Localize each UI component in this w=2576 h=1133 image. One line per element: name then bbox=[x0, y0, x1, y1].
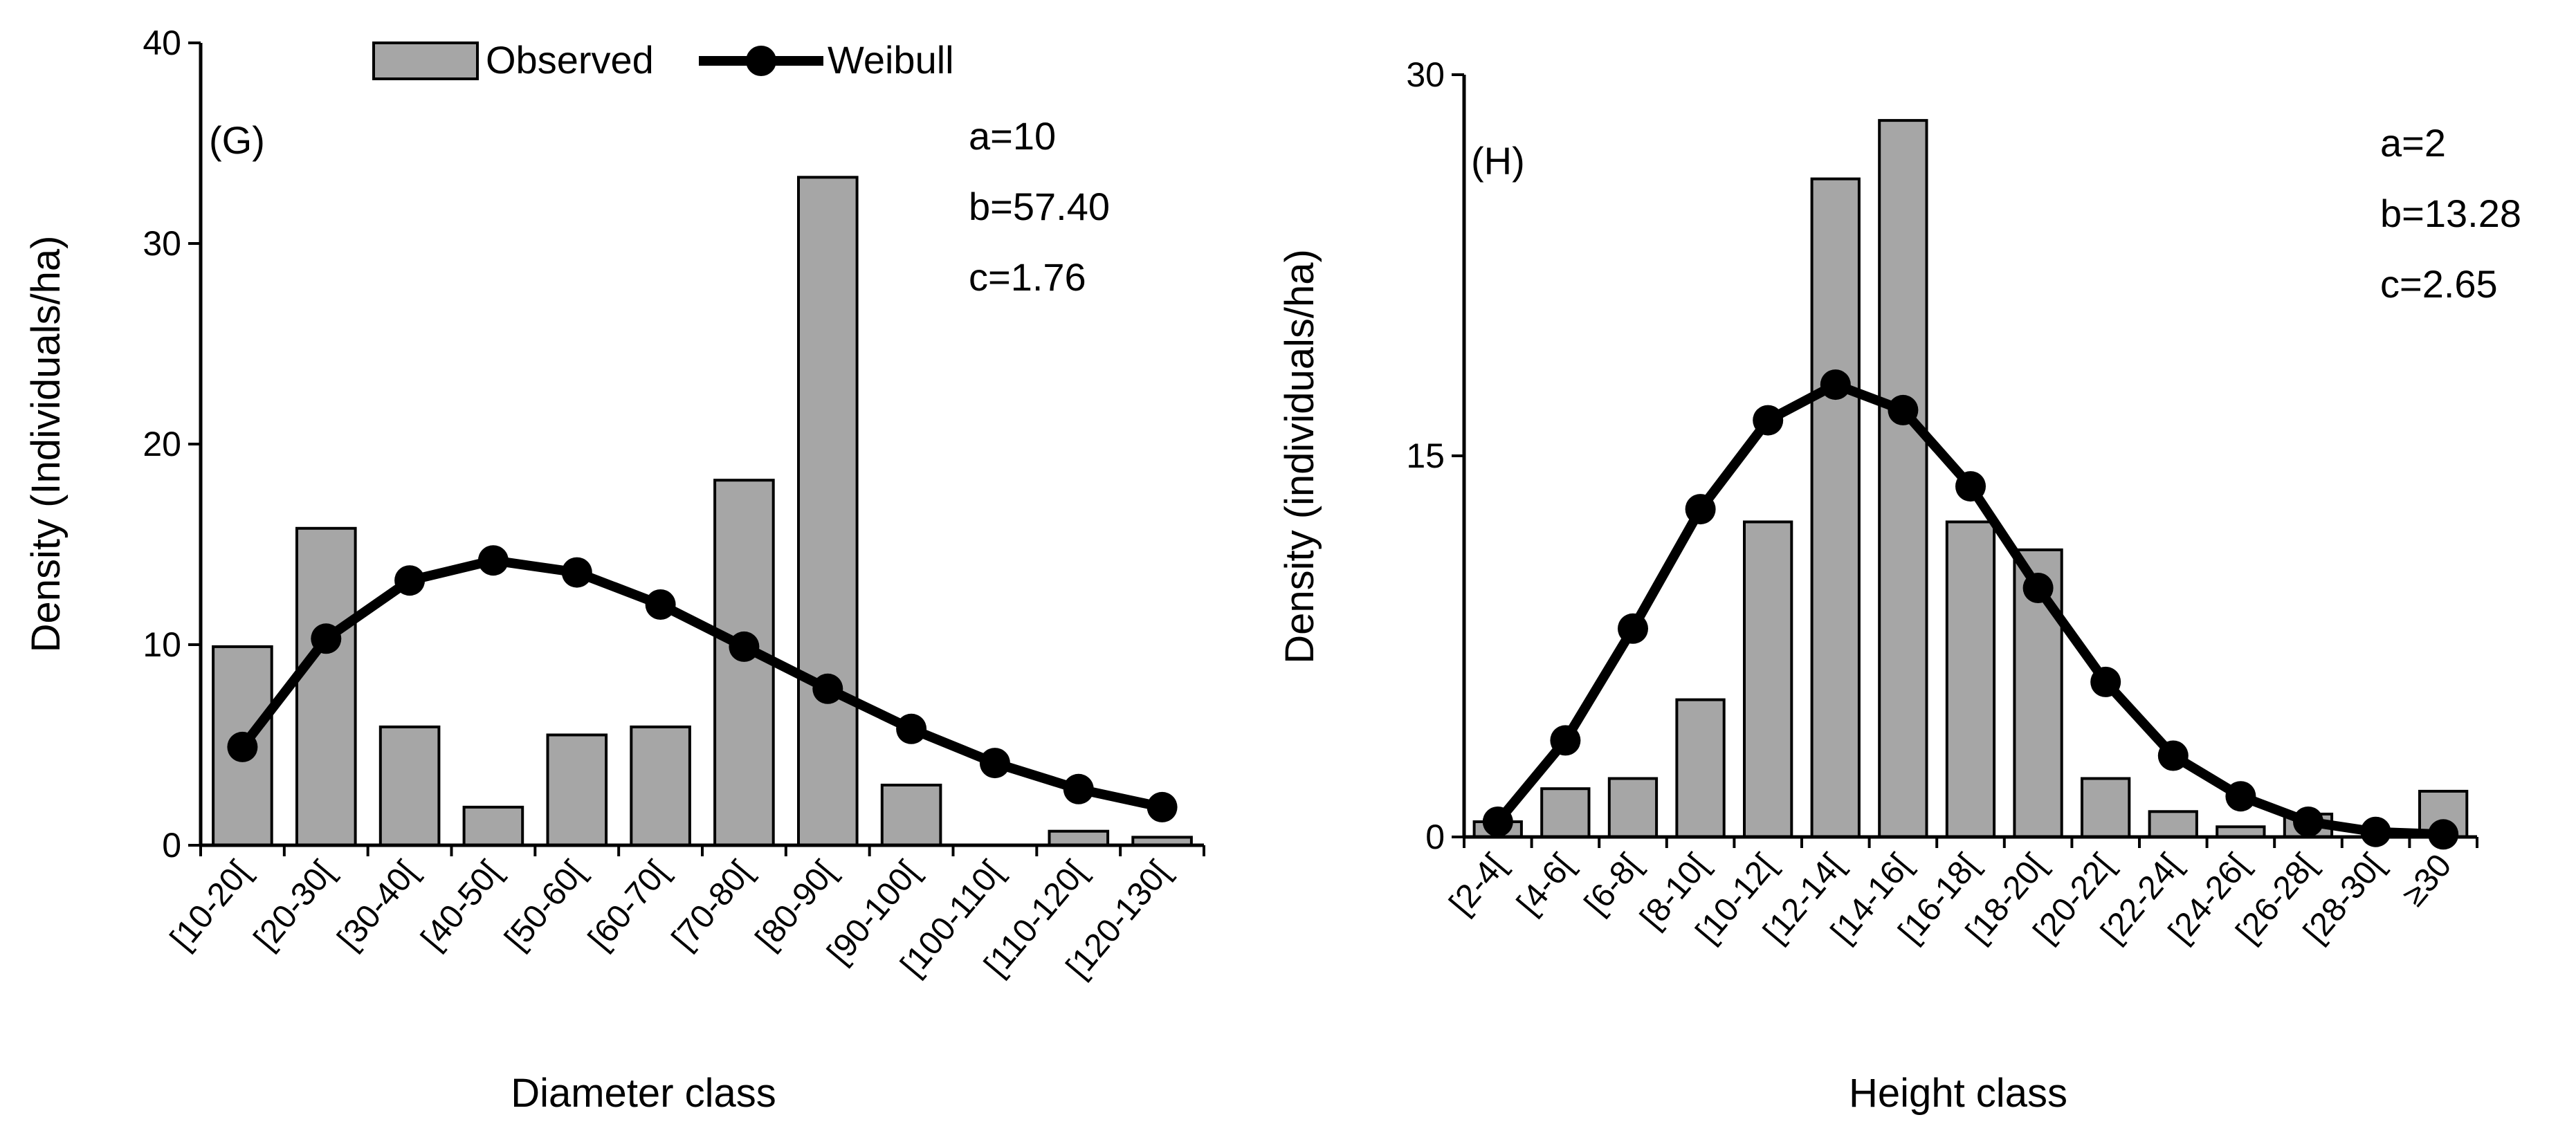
bar-[70-80[ bbox=[713, 479, 775, 847]
x-tick-label-[2-4[: [2-4[ bbox=[1443, 847, 1513, 922]
x-tick-label-[20-30[: [20-30[ bbox=[247, 854, 342, 957]
bar-[10-12[ bbox=[1743, 520, 1793, 838]
weibull-point-[24-26[ bbox=[2225, 781, 2256, 812]
weibull-point-[26-28[ bbox=[2293, 807, 2323, 837]
bar-[30-40[ bbox=[378, 725, 441, 847]
weibull-point-[30-40[ bbox=[394, 565, 426, 596]
weibull-point-[10-12[ bbox=[1753, 405, 1784, 436]
y-tick-label: 15 bbox=[1406, 436, 1445, 475]
panel-g-y-ticks: 0 10 20 30 40 bbox=[143, 24, 201, 865]
weibull-point-[8-10[ bbox=[1685, 494, 1716, 525]
y-tick-label: 40 bbox=[143, 24, 181, 62]
weibull-point-[12-14[ bbox=[1820, 369, 1851, 400]
weibull-point-≥30 bbox=[2428, 819, 2459, 850]
weibull-point-[16-18[ bbox=[1955, 471, 1986, 502]
y-tick-label: 30 bbox=[143, 224, 181, 263]
weibull-point-[4-6[ bbox=[1550, 725, 1581, 756]
weibull-point-[20-22[ bbox=[2090, 666, 2121, 697]
weibull-point-[90-100[ bbox=[896, 713, 927, 744]
x-tick-label-[4-6[: [4-6[ bbox=[1510, 847, 1580, 922]
panel-g-y-axis-title: Density (Individuals/ha) bbox=[24, 236, 68, 653]
x-tick-label-[60-70[: [60-70[ bbox=[581, 854, 676, 957]
legend-observed-swatch bbox=[372, 42, 479, 80]
panel-g-param-a: a=10 bbox=[969, 114, 1056, 158]
y-tick-label: 0 bbox=[162, 826, 181, 865]
legend-observed-label: Observed bbox=[486, 38, 654, 82]
weibull-point-[50-60[ bbox=[561, 557, 592, 588]
bar-[6-8[ bbox=[1607, 777, 1659, 838]
panel-h-x-axis-title: Height class bbox=[1849, 1071, 2067, 1116]
panel-h-label: (H) bbox=[1471, 139, 1525, 183]
x-tick-label-≥30: ≥30 bbox=[2395, 847, 2459, 913]
panel-h-x-ticks: [2-4[[4-6[[6-8[[8-10[[10-12[[12-14[[14-1… bbox=[1443, 837, 2478, 950]
bar-[110-120[ bbox=[1048, 829, 1110, 847]
bar-[14-16[ bbox=[1878, 119, 1928, 839]
panel-g-param-b: b=57.40 bbox=[969, 185, 1110, 228]
bar-[12-14[ bbox=[1810, 177, 1861, 839]
x-tick-label-[10-20[: [10-20[ bbox=[163, 854, 258, 957]
weibull-point-[100-110[ bbox=[979, 748, 1010, 779]
weibull-point-[20-30[ bbox=[311, 623, 342, 654]
y-tick-label: 20 bbox=[143, 425, 181, 463]
weibull-point-[28-30[ bbox=[2360, 816, 2391, 847]
panel-g-param-c: c=1.76 bbox=[969, 255, 1086, 299]
panel-h-param-c: c=2.65 bbox=[2380, 262, 2498, 306]
y-tick-label: 30 bbox=[1406, 55, 1445, 94]
panel-g-x-axis-title: Diameter class bbox=[511, 1071, 776, 1116]
chart-panel-g: 0 10 20 30 40 [10-20[[20-30[[30-40[[40-50[[5… bbox=[24, 24, 1205, 1116]
bar-[16-18[ bbox=[1945, 520, 1996, 838]
panel-g-label: (G) bbox=[209, 118, 265, 162]
panel-h-param-b: b=13.28 bbox=[2380, 192, 2521, 235]
weibull-point-[60-70[ bbox=[645, 589, 676, 620]
bar-[50-60[ bbox=[546, 733, 608, 847]
panel-g-bars bbox=[212, 176, 1193, 847]
legend: Observed Weibull bbox=[372, 38, 954, 82]
legend-weibull-marker bbox=[746, 46, 776, 76]
bar-[20-30[ bbox=[295, 526, 357, 847]
weibull-point-[110-120[ bbox=[1063, 773, 1094, 804]
panel-h-param-a: a=2 bbox=[2380, 121, 2446, 165]
bar-[90-100[ bbox=[880, 784, 942, 847]
y-tick-label: 10 bbox=[143, 625, 181, 664]
panel-h-weibull-markers bbox=[1482, 369, 2459, 850]
weibull-point-[120-130[ bbox=[1147, 791, 1178, 822]
panel-g-weibull-markers bbox=[227, 545, 1178, 822]
weibull-point-[70-80[ bbox=[729, 631, 760, 662]
bar-[40-50[ bbox=[462, 805, 524, 847]
bar-[8-10[ bbox=[1675, 698, 1726, 838]
weibull-point-[2-4[ bbox=[1482, 807, 1513, 837]
weibull-point-[40-50[ bbox=[477, 545, 509, 576]
x-tick-label-[70-80[: [70-80[ bbox=[665, 854, 760, 957]
y-tick-label: 0 bbox=[1425, 818, 1445, 856]
chart-panel-h: 0 15 30 [2-4[[4-6[[6-8[[8-10[[10-12[[12-14… bbox=[1277, 55, 2521, 1116]
panel-g-x-ticks: [10-20[[20-30[[30-40[[40-50[[50-60[[60-7… bbox=[163, 845, 1205, 985]
weibull-point-[14-16[ bbox=[1888, 394, 1919, 425]
panel-h-bars bbox=[1472, 119, 2469, 839]
bar-[4-6[ bbox=[1540, 787, 1591, 838]
bar-[80-90[ bbox=[797, 176, 859, 847]
x-tick-label-[40-50[: [40-50[ bbox=[414, 854, 509, 957]
panel-h-y-ticks: 0 15 30 bbox=[1406, 55, 1464, 856]
weibull-point-[6-8[ bbox=[1618, 613, 1648, 644]
weibull-point-[10-20[ bbox=[227, 731, 258, 762]
bar-[60-70[ bbox=[630, 725, 691, 847]
bar-[20-22[ bbox=[2081, 777, 2131, 838]
bar-[22-24[ bbox=[2148, 810, 2198, 839]
weibull-point-[22-24[ bbox=[2157, 740, 2189, 771]
weibull-point-[18-20[ bbox=[2022, 573, 2054, 603]
panel-h-y-axis-title: Density (individuals/ha) bbox=[1277, 249, 1322, 664]
weibull-point-[80-90[ bbox=[812, 673, 843, 704]
legend-weibull-label: Weibull bbox=[828, 38, 954, 82]
x-tick-label-[30-40[: [30-40[ bbox=[331, 854, 426, 957]
x-tick-label-[50-60[: [50-60[ bbox=[498, 854, 593, 957]
